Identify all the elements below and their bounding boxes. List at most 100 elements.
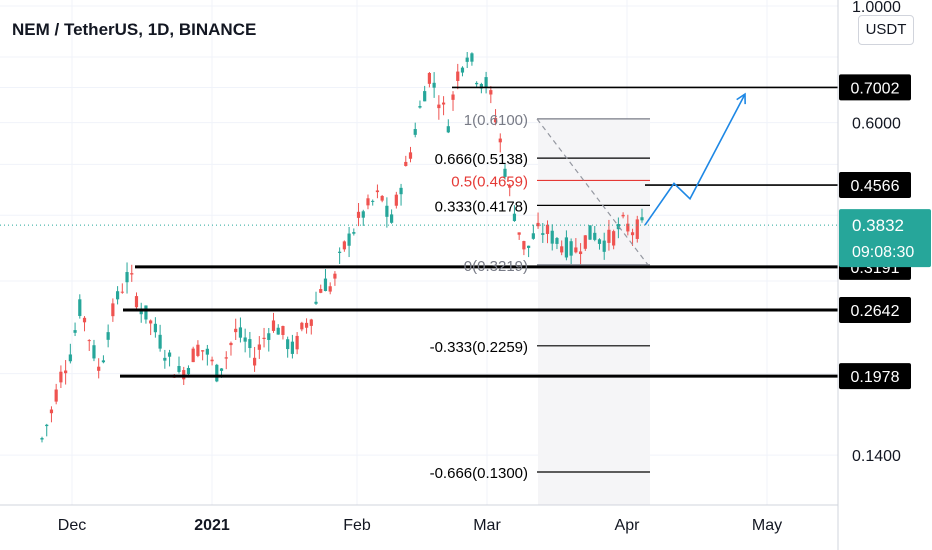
candle-body — [560, 246, 564, 253]
price-tag-label: 0.1978 — [851, 369, 900, 386]
projection-arrow — [644, 92, 746, 226]
fib-label: 0.666(0.5138) — [435, 151, 528, 168]
candle-body — [564, 237, 569, 258]
candle-body — [82, 317, 87, 323]
candle-body — [541, 233, 545, 235]
candle-body — [290, 341, 294, 354]
candle-body — [130, 273, 134, 275]
candle-body — [508, 185, 512, 188]
candle-body — [597, 239, 602, 244]
candle-body — [404, 161, 408, 166]
candle-body — [475, 82, 479, 85]
chart-title: NEM / TetherUS, 1D, BINANCE — [12, 20, 257, 39]
candlestick-series — [40, 52, 644, 443]
candle-body — [125, 272, 129, 283]
candle-body — [385, 205, 389, 217]
candle-body — [205, 348, 209, 355]
candle-body — [267, 333, 271, 340]
candle-body — [73, 330, 77, 333]
candle-body — [196, 344, 200, 356]
candle-body — [219, 368, 224, 371]
candle-body — [92, 345, 96, 359]
fib-shade-rect — [538, 118, 650, 505]
candle-body — [569, 241, 573, 256]
y-tick-label: 0.1400 — [852, 448, 901, 465]
candle-body — [371, 200, 375, 202]
candle-body — [149, 320, 153, 324]
x-tick-label: Feb — [343, 517, 371, 534]
current-price-label: 0.3832 — [852, 216, 904, 235]
candle-body — [304, 322, 309, 328]
candle-body — [45, 424, 49, 427]
candle-body — [451, 94, 455, 100]
candle-body — [418, 106, 422, 108]
fib-label: 0.333(0.4178) — [435, 198, 528, 215]
candle-body — [465, 57, 469, 62]
fib-label: 1(0.6100) — [464, 112, 528, 129]
price-tag-label: 0.2642 — [851, 303, 900, 320]
candle-body — [512, 213, 517, 222]
candle-body — [276, 327, 280, 335]
candle-body — [352, 232, 356, 234]
candle-body — [460, 67, 465, 73]
candle-body — [97, 366, 101, 371]
candle-body — [101, 360, 106, 363]
candle-body — [300, 322, 304, 330]
candle-body — [470, 53, 474, 62]
currency-unit-button[interactable]: USDT — [858, 15, 914, 45]
candle-body — [309, 319, 313, 326]
candle-body — [120, 291, 124, 293]
candle-body — [234, 328, 238, 333]
price-tag-box — [839, 172, 911, 199]
price-tag-label: 0.7002 — [851, 80, 900, 97]
candle-body — [40, 438, 44, 440]
candle-body — [347, 233, 351, 246]
candle-body — [163, 357, 167, 361]
support-resistance-levels — [120, 86, 838, 378]
candle-body — [59, 371, 63, 383]
candle-body — [574, 247, 578, 253]
candle-body — [78, 299, 82, 316]
candle-body — [479, 83, 483, 89]
candle-body — [111, 303, 115, 317]
candle-body — [361, 211, 365, 218]
candle-body — [186, 367, 191, 375]
candle-body — [229, 342, 233, 346]
candle-body — [441, 102, 446, 105]
candle-body — [215, 364, 219, 382]
candle-body — [423, 91, 427, 102]
candle-body — [626, 223, 630, 232]
candle-body — [328, 286, 332, 292]
candle-body — [489, 90, 493, 95]
candle-body — [177, 366, 181, 372]
candle-body — [527, 245, 531, 248]
candle-body — [602, 240, 606, 252]
x-tick-label: May — [752, 517, 782, 534]
candle-body — [323, 278, 328, 292]
candle-body — [640, 217, 644, 221]
axes: Dec 2021 Feb Mar Apr May 1.0000 0.6000 0.1400 — [0, 0, 901, 550]
candle-body — [295, 335, 299, 350]
candle-body — [262, 337, 266, 339]
candle-body — [238, 327, 243, 338]
candle-body — [607, 229, 611, 243]
price-tag-box — [839, 74, 911, 101]
candle-body — [64, 370, 68, 374]
candle-body — [333, 273, 337, 279]
candle-body — [408, 152, 413, 159]
candle-body — [522, 241, 526, 250]
candle-body — [621, 214, 625, 217]
current-price-tag — [839, 209, 931, 268]
candle-body — [550, 230, 554, 244]
candle-body — [106, 332, 110, 340]
candle-body — [583, 235, 587, 249]
candle-body — [635, 219, 639, 239]
fib-label: -0.666(0.1300) — [430, 465, 528, 482]
candle-body — [54, 389, 58, 402]
x-tick-label: Apr — [615, 517, 641, 534]
chart-grid — [0, 0, 838, 505]
candle-body — [380, 195, 384, 201]
x-tick-label: Dec — [58, 517, 86, 534]
candle-body — [286, 339, 290, 350]
